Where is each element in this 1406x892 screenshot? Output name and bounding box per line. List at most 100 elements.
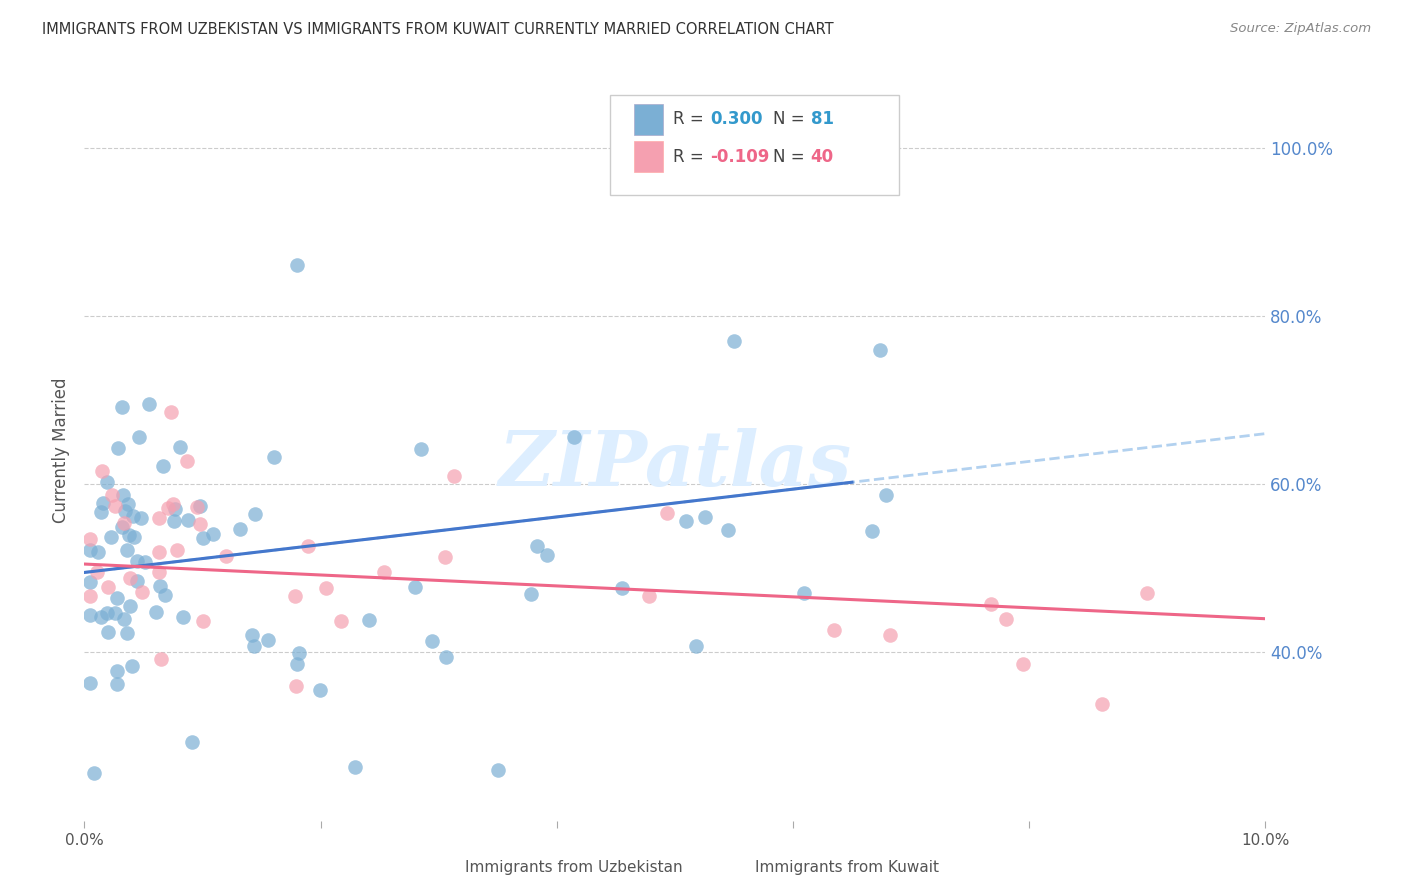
Point bbox=[112, 516, 135, 530]
Point bbox=[285, 657, 308, 672]
FancyBboxPatch shape bbox=[710, 857, 745, 878]
Point bbox=[149, 579, 172, 593]
Point bbox=[434, 549, 457, 564]
Point bbox=[118, 528, 141, 542]
Point bbox=[240, 628, 263, 642]
Point bbox=[104, 607, 127, 621]
Point bbox=[122, 508, 145, 523]
Point bbox=[243, 507, 266, 521]
Point bbox=[165, 502, 187, 516]
Point bbox=[695, 510, 717, 524]
FancyBboxPatch shape bbox=[420, 857, 457, 878]
Point bbox=[101, 488, 124, 502]
Point bbox=[128, 430, 150, 444]
Point bbox=[562, 430, 585, 444]
Point bbox=[105, 591, 128, 605]
Point bbox=[152, 459, 174, 474]
Point bbox=[612, 581, 634, 595]
Text: 0.300: 0.300 bbox=[710, 111, 763, 128]
Point bbox=[115, 626, 138, 640]
Point bbox=[229, 522, 252, 536]
Point bbox=[121, 659, 143, 673]
Text: R =: R = bbox=[672, 148, 709, 166]
Point bbox=[117, 497, 139, 511]
Point bbox=[107, 441, 129, 455]
Point bbox=[97, 580, 120, 594]
Text: N =: N = bbox=[773, 148, 810, 166]
Point bbox=[404, 580, 426, 594]
Point bbox=[373, 565, 395, 579]
Point bbox=[114, 504, 136, 518]
Point bbox=[96, 607, 118, 621]
Point bbox=[169, 440, 191, 454]
Point bbox=[79, 532, 101, 546]
FancyBboxPatch shape bbox=[634, 103, 664, 135]
Point bbox=[105, 664, 128, 678]
Point bbox=[257, 633, 280, 648]
Point bbox=[122, 530, 145, 544]
Point bbox=[153, 588, 176, 602]
Point bbox=[166, 543, 188, 558]
Point bbox=[112, 488, 135, 502]
Point bbox=[79, 543, 101, 558]
Point bbox=[90, 505, 112, 519]
Point bbox=[536, 548, 558, 562]
Point bbox=[172, 610, 194, 624]
Point bbox=[980, 597, 1002, 611]
Point bbox=[315, 581, 337, 595]
Point bbox=[96, 475, 118, 490]
Point bbox=[411, 442, 433, 457]
Point bbox=[1011, 657, 1033, 671]
Point bbox=[655, 506, 678, 520]
Point bbox=[97, 624, 120, 639]
Point bbox=[120, 571, 142, 585]
Text: 81: 81 bbox=[811, 111, 834, 128]
Point bbox=[188, 499, 211, 513]
Point bbox=[180, 735, 202, 749]
Point bbox=[202, 527, 225, 541]
Point bbox=[188, 517, 211, 532]
Point bbox=[793, 586, 815, 600]
Point bbox=[176, 453, 198, 467]
Point bbox=[157, 501, 180, 516]
Point bbox=[105, 676, 128, 690]
Point bbox=[125, 554, 148, 568]
Point bbox=[138, 396, 160, 410]
FancyBboxPatch shape bbox=[634, 141, 664, 172]
Point bbox=[297, 539, 319, 553]
Point bbox=[145, 605, 167, 619]
Point bbox=[717, 523, 740, 537]
Point bbox=[148, 544, 170, 558]
Point bbox=[675, 514, 697, 528]
Point bbox=[519, 586, 541, 600]
Point bbox=[163, 515, 186, 529]
Point bbox=[120, 599, 142, 614]
Point bbox=[115, 543, 138, 558]
Text: ZIPatlas: ZIPatlas bbox=[498, 428, 852, 502]
Point bbox=[148, 511, 170, 525]
Point bbox=[284, 679, 307, 693]
Point bbox=[91, 496, 114, 510]
Point bbox=[111, 520, 134, 534]
Point bbox=[308, 683, 330, 698]
Point bbox=[104, 499, 127, 513]
Point bbox=[193, 531, 215, 545]
Point bbox=[486, 763, 509, 777]
Text: Immigrants from Kuwait: Immigrants from Kuwait bbox=[755, 860, 939, 875]
Point bbox=[284, 589, 307, 603]
Point bbox=[879, 627, 901, 641]
Text: Immigrants from Uzbekistan: Immigrants from Uzbekistan bbox=[464, 860, 682, 875]
Text: IMMIGRANTS FROM UZBEKISTAN VS IMMIGRANTS FROM KUWAIT CURRENTLY MARRIED CORRELATI: IMMIGRANTS FROM UZBEKISTAN VS IMMIGRANTS… bbox=[42, 22, 834, 37]
Point bbox=[860, 524, 883, 539]
Text: -0.109: -0.109 bbox=[710, 148, 769, 166]
Point bbox=[79, 574, 101, 589]
Point bbox=[526, 539, 548, 553]
Point bbox=[149, 652, 172, 666]
Text: 40: 40 bbox=[811, 148, 834, 166]
Point bbox=[869, 343, 891, 358]
Point bbox=[90, 464, 112, 478]
Point bbox=[422, 633, 444, 648]
Point bbox=[263, 450, 285, 464]
Point bbox=[131, 585, 153, 599]
Point bbox=[343, 760, 366, 774]
